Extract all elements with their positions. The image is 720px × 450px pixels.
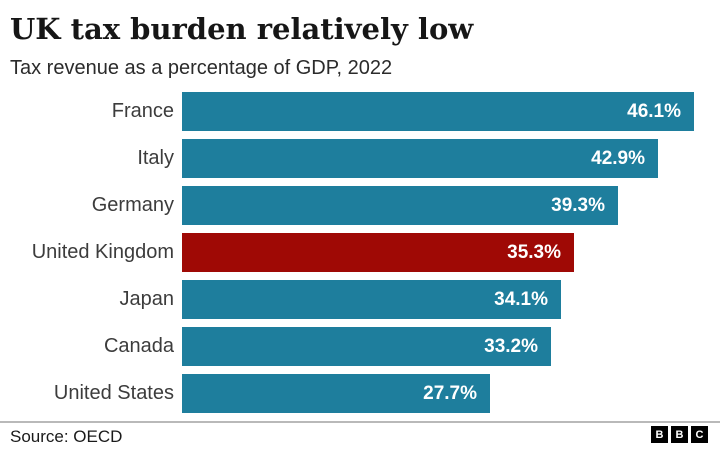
country-label: Germany (91, 194, 174, 216)
country-label: Canada (103, 335, 174, 357)
bar-value-label: 35.3% (507, 241, 561, 263)
bar: 33.2% (182, 327, 551, 366)
bar-row: United States 27.7% (0, 374, 720, 413)
bar-row: Canada 33.2% (0, 327, 720, 366)
bar-row: United Kingdom 35.3% (0, 233, 720, 272)
country-label: United Kingdom (31, 241, 174, 263)
bar: 34.1% (182, 280, 561, 319)
bar: 42.9% (182, 139, 658, 178)
bar-row: Japan 34.1% (0, 280, 720, 319)
country-label: Japan (119, 288, 175, 310)
footer-divider (0, 421, 720, 423)
bar-value-label: 34.1% (494, 288, 548, 310)
bar-row: Germany 39.3% (0, 186, 720, 225)
country-label: Italy (137, 147, 174, 169)
bar-value-label: 39.3% (551, 194, 605, 216)
bar-value-label: 46.1% (627, 100, 681, 122)
bbc-logo-block: C (691, 426, 708, 443)
bar-row: France 46.1% (0, 92, 720, 131)
chart-subtitle: Tax revenue as a percentage of GDP, 2022 (10, 57, 393, 79)
bbc-logo-block: B (671, 426, 688, 443)
bar: 39.3% (182, 186, 618, 225)
bar-row: Italy 42.9% (0, 139, 720, 178)
bar-value-label: 27.7% (423, 382, 477, 404)
source-label: Source: OECD (10, 427, 123, 446)
country-label: United States (53, 382, 174, 404)
bar: 27.7% (182, 374, 490, 413)
bar-value-label: 42.9% (591, 147, 645, 169)
bar-highlighted: 35.3% (182, 233, 574, 272)
bbc-logo-block: B (651, 426, 668, 443)
chart-title: UK tax burden relatively low (10, 12, 474, 46)
bar-value-label: 33.2% (484, 335, 538, 357)
bar-chart: France 46.1% Italy 42.9% Germany 39.3% United … (0, 92, 720, 413)
bar: 46.1% (182, 92, 694, 131)
country-label: France (111, 100, 174, 122)
